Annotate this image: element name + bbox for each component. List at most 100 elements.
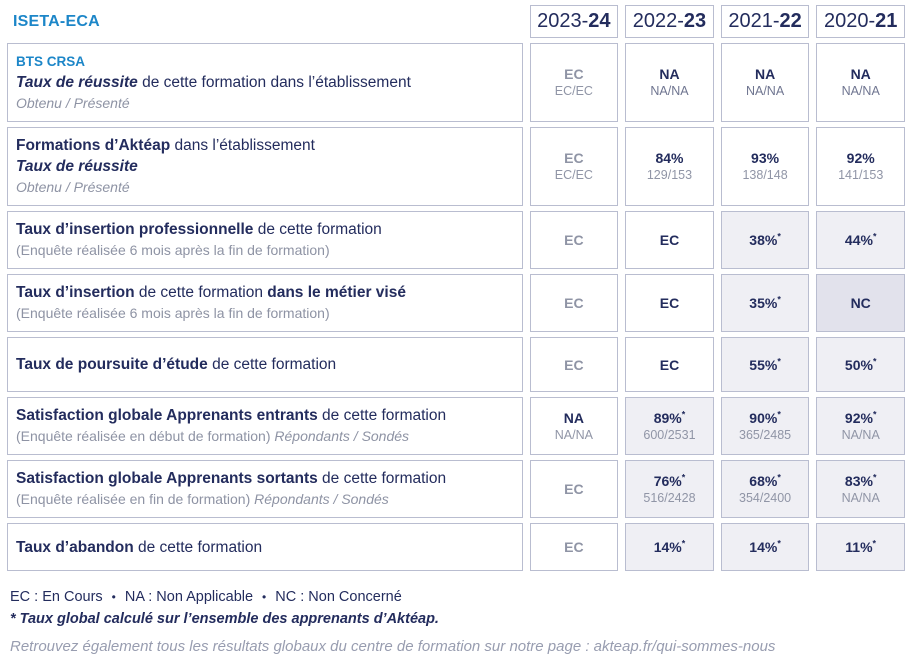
value-cell: EC [529,337,619,392]
value-cell: EC [529,211,619,269]
table-row: Formations d’Aktéap dans l’établissement… [7,127,905,206]
row-label-line: Taux de réussite de cette formation dans… [16,72,512,93]
cell-main-value: NA [754,66,776,82]
row-label-line: (Enquête réalisée 6 mois après la fin de… [16,240,512,261]
bullet-separator: • [111,590,116,604]
value-cell: 50%* [816,337,905,392]
year-header-2022-23: 2022-23 [625,5,714,38]
value-cell: 93% 138/148 [720,127,810,206]
cell-main-value: 89%* [653,408,686,426]
value-cell: NA NA/NA [720,43,810,122]
label-segment: Répondants / Sondés [254,491,389,507]
cell-main-value: EC [564,150,584,166]
value-cell: 14%* [625,523,714,571]
label-segment: Répondants / Sondés [274,428,410,444]
cell-sub-value: NA/NA [841,490,880,505]
year-light: 2020- [823,10,876,32]
year-header-2021-22: 2021-22 [720,5,810,38]
label-segment: Taux de poursuite d’étude [16,356,208,373]
row-label: Taux d’insertion de cette formation dans… [7,274,523,332]
label-segment: Taux d’insertion [16,284,135,301]
year-header-2023-24: 2023-24 [529,5,619,38]
table-row: Taux d’insertion de cette formation dans… [7,274,905,332]
cell-sub-value: NA/NA [745,84,785,98]
cell-main-value: 90%* [749,408,781,426]
cell-sub-value: 129/153 [646,168,693,182]
label-segment: Obtenu / Présenté [16,179,130,195]
cell-main-value: NA [659,66,680,82]
asterisk-marker: * [872,231,877,242]
label-segment: (Enquête réalisée 6 mois après la fin de… [16,242,330,258]
cell-sub-value: 138/148 [742,168,788,182]
cell-main-value: 55%* [749,355,781,373]
row-label-line: Taux de réussite [16,156,512,177]
value-cell: 92% 141/153 [816,127,905,206]
row-label-line: Taux d’abandon de cette formation [16,537,512,558]
cell-sub-value: 600/2531 [643,427,696,442]
asterisk-marker: * [681,408,686,419]
cell-main-value: 76%* [653,471,686,489]
cell-sub-value: 365/2485 [739,427,792,442]
value-cell: NC [816,274,905,332]
label-segment: de cette formation [133,538,263,556]
value-cell: 55%* [720,337,810,392]
row-label-line: (Enquête réalisée 6 mois après la fin de… [16,303,512,324]
row-label-line: Taux d’insertion professionnelle de cett… [16,219,512,240]
asterisk-marker: * [872,471,877,482]
label-segment: de cette formation [317,470,447,487]
table-row: Satisfaction globale Apprenants sortants… [7,460,905,518]
cell-main-value: EC [564,232,584,248]
value-cell: 89%* 600/2531 [625,397,714,455]
value-cell: 14%* [720,523,810,571]
asterisk-marker: * [681,538,686,549]
global-results-note: Retrouvez également tous les résultats g… [10,638,776,655]
asterisk-marker: * [872,355,877,366]
value-cell: EC EC/EC [529,43,619,122]
legend-item: EC : En Cours [10,589,103,605]
row-label: Taux d’insertion professionnelle de cett… [7,211,523,269]
row-label-line: Taux de poursuite d’étude de cette forma… [16,354,512,375]
value-cell: EC [529,523,619,571]
year-bold: 21 [875,10,898,32]
year-bold: 24 [588,10,611,32]
cell-sub-value: EC/EC [554,84,593,98]
cell-main-value: 35%* [749,294,781,311]
table-row: Taux de poursuite d’étude de cette forma… [7,337,905,392]
cell-sub-value: 141/153 [838,168,884,182]
row-label-line: Taux d’insertion de cette formation dans… [16,282,512,303]
asterisk-marker: * [777,231,781,242]
table-row: Taux d’abandon de cette formation EC 14%* 1… [7,523,905,571]
results-table: ISETA-ECA 2023-24 2022-23 2021-22 2020-2… [7,5,905,571]
label-segment: Formations d’Aktéap [16,137,171,154]
year-header-2020-21: 2020-21 [816,5,905,38]
cell-main-value: EC [564,356,584,373]
row-label: Satisfaction globale Apprenants entrants… [7,397,523,455]
cell-sub-value: NA/NA [554,427,593,442]
cell-main-value: 11%* [845,538,877,555]
legend-item: NA : Non Applicable [124,589,254,605]
row-label: Formations d’Aktéap dans l’établissement… [7,127,523,206]
value-cell: 92%* NA/NA [816,397,905,455]
cell-main-value: NA [563,409,584,426]
legend-item: NC : Non Concerné [275,589,402,605]
value-cell: EC EC/EC [529,127,619,206]
cell-sub-value: EC/EC [554,168,593,182]
cell-main-value: NC [850,295,871,311]
cell-main-value: EC [564,295,584,311]
cell-sub-value: NA/NA [841,427,880,442]
value-cell: 35%* [720,274,810,332]
cell-main-value: NA [850,66,871,82]
row-label-line: Obtenu / Présenté [16,93,512,114]
label-segment: Satisfaction globale Apprenants sortants [16,470,318,487]
asterisk-marker: * [872,538,877,549]
value-cell: 76%* 516/2428 [625,460,714,518]
label-segment: BTS CRSA [16,54,86,69]
value-cell: EC [625,274,714,332]
cell-main-value: 83%* [844,471,877,489]
bullet-separator: • [262,590,267,604]
value-cell: NA NA/NA [625,43,714,122]
label-segment: Taux de réussite [16,158,138,175]
label-segment: Taux de réussite [16,74,138,91]
cell-main-value: 93% [751,150,780,166]
label-segment: (Enquête réalisée en fin de formation) [16,491,255,507]
